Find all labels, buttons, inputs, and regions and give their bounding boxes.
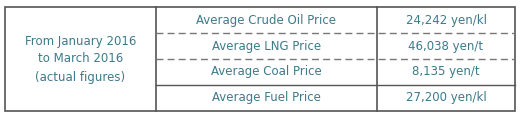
Text: Average LNG Price: Average LNG Price bbox=[212, 40, 321, 53]
Text: Average Fuel Price: Average Fuel Price bbox=[212, 91, 321, 104]
Text: 27,200 yen/kl: 27,200 yen/kl bbox=[406, 91, 486, 104]
Bar bbox=[5, 7, 515, 111]
Text: From January 2016
to March 2016
(actual figures): From January 2016 to March 2016 (actual … bbox=[24, 34, 136, 84]
Text: 46,038 yen/t: 46,038 yen/t bbox=[408, 40, 484, 53]
Text: 24,242 yen/kl: 24,242 yen/kl bbox=[406, 14, 487, 27]
Text: Average Coal Price: Average Coal Price bbox=[211, 65, 322, 78]
Text: 8,135 yen/t: 8,135 yen/t bbox=[412, 65, 480, 78]
Text: Average Crude Oil Price: Average Crude Oil Price bbox=[197, 14, 336, 27]
